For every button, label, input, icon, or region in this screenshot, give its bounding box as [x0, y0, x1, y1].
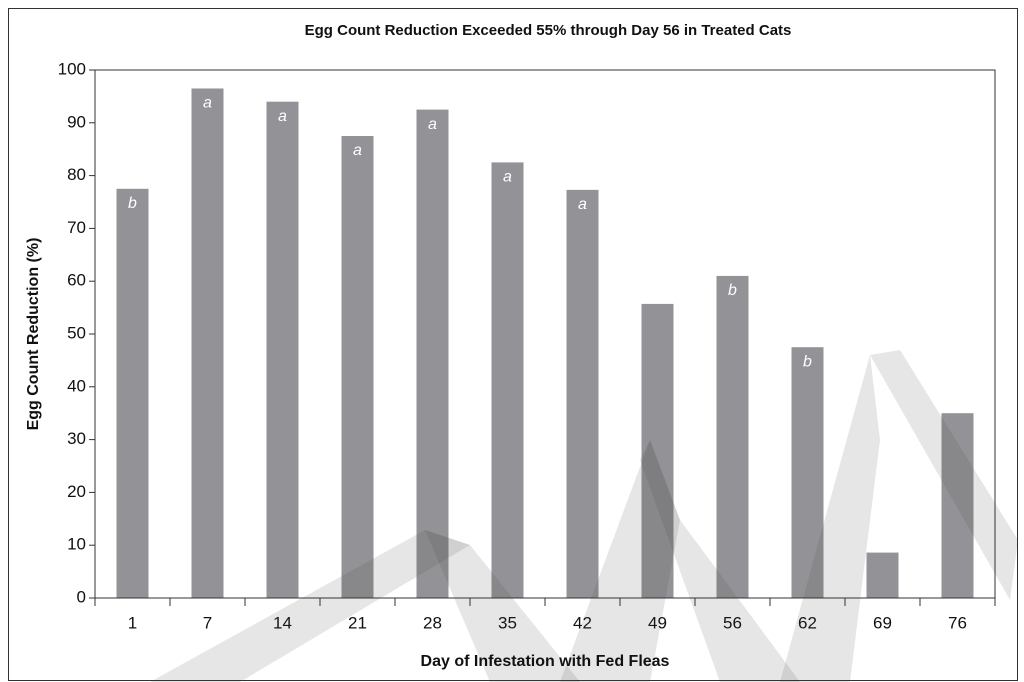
- bar: [116, 188, 149, 599]
- y-tick-label: 20: [67, 482, 86, 501]
- watermark: [150, 350, 1018, 682]
- bar: [491, 162, 524, 598]
- y-tick-label: 10: [67, 535, 86, 554]
- y-axis-title: Egg Count Reduction (%): [25, 238, 42, 431]
- x-tick-label: 28: [423, 613, 442, 632]
- bar: [641, 303, 674, 598]
- x-tick-label: 62: [798, 613, 817, 632]
- x-tick-label: 35: [498, 613, 517, 632]
- x-tick-label: 7: [203, 613, 212, 632]
- x-axis-title: Day of Infestation with Fed Fleas: [421, 653, 670, 670]
- bar: [266, 101, 299, 599]
- y-tick-label: 0: [77, 587, 86, 606]
- bar-annotation: a: [428, 116, 437, 133]
- bar-annotation: b: [803, 353, 812, 370]
- watermark-stroke: [425, 530, 580, 682]
- watermark-stroke: [870, 350, 1018, 600]
- y-tick-label: 80: [67, 165, 86, 184]
- watermark-stroke: [560, 440, 680, 682]
- y-tick-label: 90: [67, 112, 86, 131]
- x-tick-label: 14: [273, 613, 292, 632]
- bar: [191, 88, 224, 598]
- y-tick-label: 50: [67, 323, 86, 342]
- watermark-stroke: [780, 355, 880, 682]
- bar: [416, 109, 449, 598]
- bar-annotation: a: [278, 108, 287, 125]
- bar-annotation: a: [578, 196, 587, 213]
- x-tick-label: 76: [948, 613, 967, 632]
- outer-border: [8, 8, 1018, 681]
- y-tick-label: 30: [67, 429, 86, 448]
- bar: [791, 347, 824, 598]
- y-tick-label: 100: [58, 59, 86, 78]
- y-tick-label: 60: [67, 271, 86, 290]
- chart-title: Egg Count Reduction Exceeded 55% through…: [305, 22, 792, 39]
- x-tick-label: 1: [128, 613, 137, 632]
- bar-annotation: a: [503, 169, 512, 186]
- x-tick-label: 42: [573, 613, 592, 632]
- bar: [866, 552, 899, 598]
- x-tick-label: 69: [873, 613, 892, 632]
- bar-annotation: a: [203, 95, 212, 112]
- watermark-stroke: [640, 440, 800, 682]
- bar: [941, 413, 974, 598]
- x-tick-label: 56: [723, 613, 742, 632]
- bar: [716, 275, 749, 598]
- bar: [566, 189, 599, 598]
- bar-annotation: b: [128, 195, 137, 212]
- bar-annotation: a: [353, 142, 362, 159]
- y-tick-label: 40: [67, 376, 86, 395]
- plot-layer: 0 10 20 30 40 50 60 70 80 90 100 1 b 7 a 14 a 21 a 28 a 35 a 42…: [58, 59, 996, 632]
- watermark-stroke: [150, 530, 470, 682]
- x-tick-label: 49: [648, 613, 667, 632]
- bar-annotation: b: [728, 282, 737, 299]
- y-tick-label: 70: [67, 218, 86, 237]
- x-tick-label: 21: [348, 613, 367, 632]
- bar: [341, 136, 374, 598]
